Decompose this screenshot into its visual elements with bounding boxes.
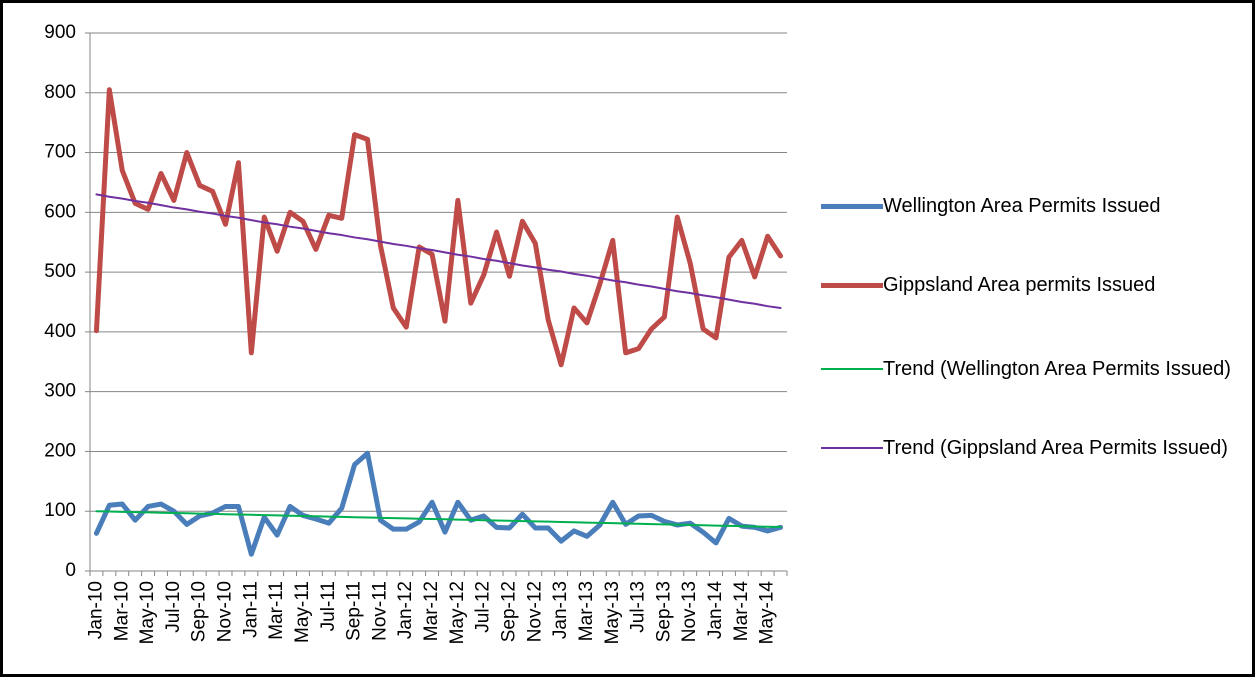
x-tick-label: May-14 xyxy=(757,581,778,645)
x-tick-label: Nov-11 xyxy=(369,581,390,641)
x-tick-label: Sep-13 xyxy=(653,581,674,642)
series-line xyxy=(93,450,784,557)
x-tick-label: Nov-13 xyxy=(679,581,700,642)
x-tick-label: Jan-11 xyxy=(240,581,261,638)
legend-line xyxy=(821,203,883,209)
y-tick-label: 100 xyxy=(44,500,76,521)
x-tick-label: Sep-12 xyxy=(499,581,520,642)
legend-entry: Wellington Area Permits Issued xyxy=(821,193,1231,221)
legend-line xyxy=(821,368,883,370)
legend-entry: Trend (Gippsland Area Permits Issued) xyxy=(821,435,1231,463)
x-tick-label: Mar-13 xyxy=(576,581,597,641)
y-tick-label: 500 xyxy=(44,261,76,282)
legend-entry: Gippsland Area permits Issued xyxy=(821,272,1231,300)
x-tick-label: May-12 xyxy=(447,581,468,644)
x-tick-label: Nov-10 xyxy=(215,581,236,642)
x-tick-label: Jul-11 xyxy=(318,581,339,631)
legend-label: Trend (Wellington Area Permits Issued) xyxy=(883,358,1231,380)
x-tick-label: May-10 xyxy=(137,581,158,644)
y-tick-label: 700 xyxy=(44,142,76,163)
x-tick-label: Mar-14 xyxy=(731,581,752,642)
y-tick-label: 400 xyxy=(44,321,76,342)
y-tick-label: 200 xyxy=(44,440,76,461)
x-tick-label: Jan-14 xyxy=(705,581,726,640)
x-tick-label: Sep-11 xyxy=(344,581,365,641)
series-line xyxy=(95,193,782,309)
legend-label: Wellington Area Permits Issued xyxy=(883,195,1161,217)
x-tick-label: Jul-13 xyxy=(628,581,649,633)
y-tick-label: 0 xyxy=(65,560,76,581)
x-tick-label: Jan-13 xyxy=(550,581,571,639)
x-tick-label: Mar-11 xyxy=(266,581,287,640)
x-tick-label: Jan-10 xyxy=(85,581,106,639)
y-tick-label: 600 xyxy=(44,201,76,222)
y-tick-label: 300 xyxy=(44,381,76,402)
chart: 0 100 200 300 400 500 600 700 800 900 Jan-10 Mar-10… xyxy=(44,22,788,645)
legend-line xyxy=(821,447,883,449)
x-tick-label: Jan-12 xyxy=(395,581,416,639)
x-tick-label: May-11 xyxy=(292,581,313,643)
series-line xyxy=(93,87,784,368)
x-tick-label: Nov-12 xyxy=(524,581,545,642)
legend-swatch xyxy=(821,356,883,382)
x-tick-label: May-13 xyxy=(602,581,623,644)
legend-label: Trend (Gippsland Area Permits Issued) xyxy=(883,437,1228,459)
legend-entry: Trend (Wellington Area Permits Issued) xyxy=(821,356,1231,384)
legend-swatch xyxy=(821,272,883,298)
x-tick-label: Jul-12 xyxy=(473,581,494,633)
legend-swatch xyxy=(821,435,883,461)
series-line xyxy=(95,510,782,529)
legend-line xyxy=(821,282,883,288)
x-tick-label: Mar-12 xyxy=(421,581,442,641)
legend-swatch xyxy=(821,193,883,219)
legend-label: Gippsland Area permits Issued xyxy=(883,274,1156,296)
y-tick-label: 800 xyxy=(44,82,76,103)
x-tick-label: Jul-10 xyxy=(163,581,184,633)
x-tick-label: Sep-10 xyxy=(189,581,210,642)
x-tick-label: Mar-10 xyxy=(111,581,132,641)
y-tick-label: 900 xyxy=(44,22,76,43)
